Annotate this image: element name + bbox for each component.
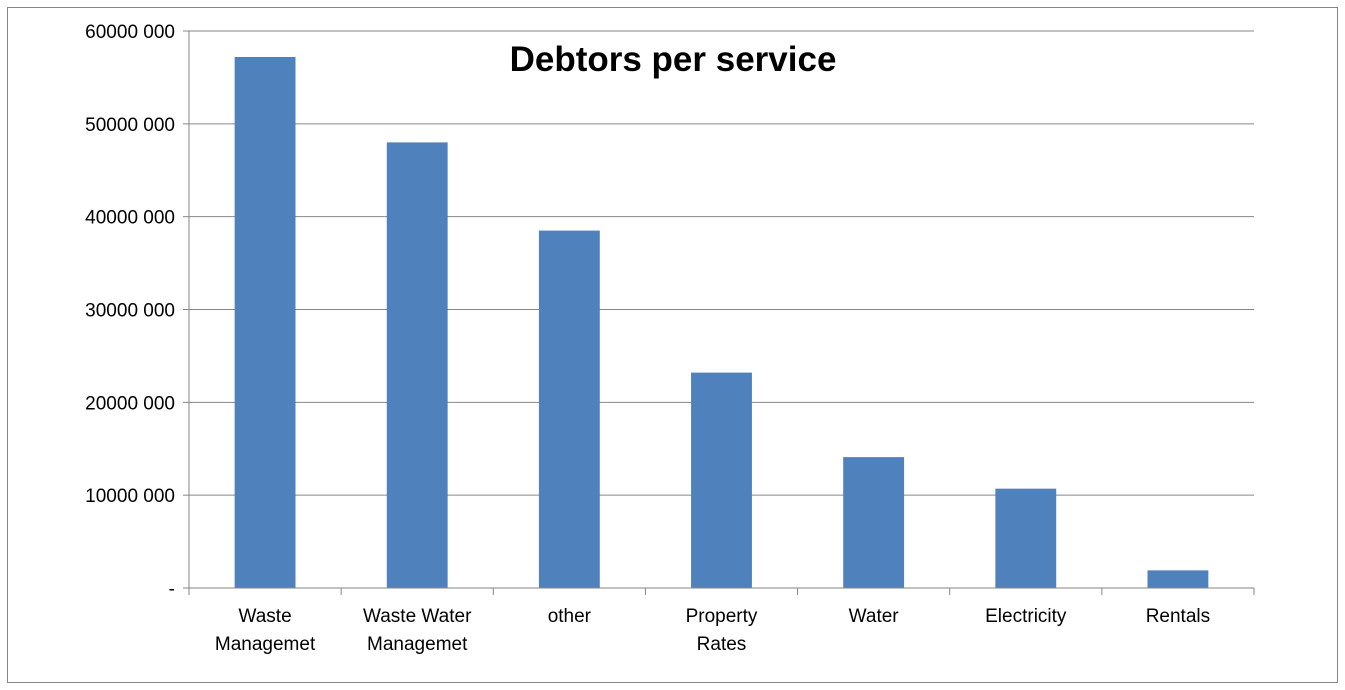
bar (386, 142, 448, 588)
x-tick-label: other (548, 606, 592, 627)
bar (691, 372, 752, 588)
y-tick-label: 10000 000 (85, 486, 175, 507)
gridlines (189, 30, 1254, 496)
bar (995, 488, 1057, 588)
bar (234, 56, 296, 588)
y-tick-label: 40000 000 (85, 208, 175, 229)
x-tick-label: Rates (697, 634, 747, 655)
bar-chart: - 10000 000 20000 000 30000 000 40000 000 500… (85, 22, 1255, 655)
y-tick-label: 30000 000 (85, 301, 175, 322)
x-tick-label: Electricity (985, 606, 1067, 627)
chart-frame: - 10000 000 20000 000 30000 000 40000 000 500… (7, 7, 1338, 683)
y-tick-label: 60000 000 (85, 22, 175, 43)
y-tick-label: 50000 000 (85, 115, 175, 136)
x-tick-label: Waste Water (363, 606, 472, 627)
bar (1147, 570, 1209, 588)
bars (234, 56, 1209, 588)
x-tick-label: Property (686, 606, 758, 627)
y-tick-label: - (169, 579, 175, 600)
x-tick-label: Water (849, 606, 900, 627)
y-tick-label: 20000 000 (85, 393, 175, 414)
x-tick-label: Managemet (367, 634, 468, 655)
axes (183, 30, 1255, 595)
bar (843, 457, 905, 588)
bar (538, 230, 600, 588)
chart-title: Debtors per service (510, 40, 837, 79)
x-tick-label: Rentals (1146, 606, 1210, 627)
x-tick-label: Waste (239, 606, 292, 627)
labels: - 10000 000 20000 000 30000 000 40000 000 500… (85, 22, 1210, 655)
x-tick-label: Managemet (215, 634, 316, 655)
